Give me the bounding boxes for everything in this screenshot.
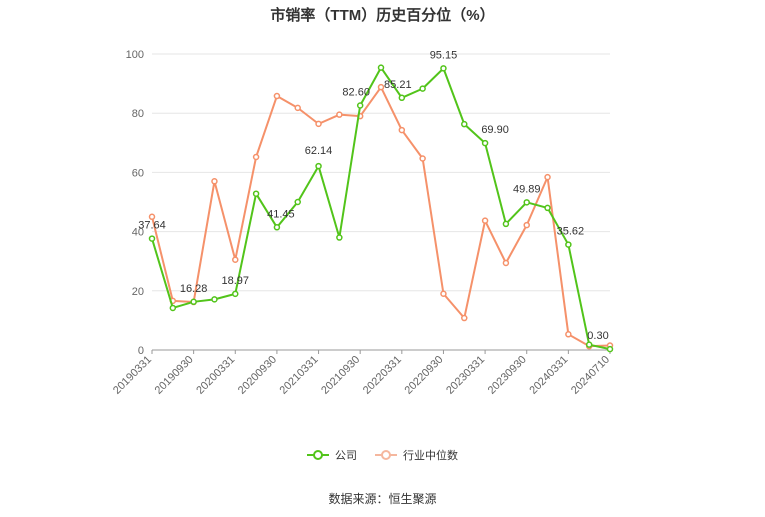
data-label: 49.89: [513, 183, 541, 195]
data-point-0-15[interactable]: [461, 120, 468, 128]
data-point-0-1[interactable]: [169, 304, 177, 312]
data-point-0-6[interactable]: [273, 224, 281, 231]
x-tick-label: 20200930: [236, 354, 279, 397]
x-tick-label: 20240710: [569, 354, 612, 397]
data-point-1-15[interactable]: [461, 314, 468, 322]
data-label: 0.30: [587, 330, 608, 342]
x-tick-label: 20220331: [361, 354, 404, 397]
y-tick-label: 80: [132, 108, 144, 120]
data-label: 85.21: [384, 79, 412, 91]
data-point-1-16[interactable]: [481, 217, 489, 224]
data-point-1-20[interactable]: [565, 331, 572, 338]
data-point-0-10[interactable]: [356, 102, 364, 109]
x-tick-label: 20230930: [486, 354, 529, 397]
legend-item-company[interactable]: 公司: [307, 447, 357, 463]
data-label: 18.97: [222, 275, 250, 287]
data-point-0-2[interactable]: [190, 298, 197, 306]
y-tick-label: 60: [132, 167, 144, 179]
data-label: 69.90: [481, 124, 509, 136]
series-layer: [148, 64, 614, 353]
data-point-1-11[interactable]: [377, 83, 385, 91]
y-tick-label: 0: [138, 345, 144, 357]
x-tick-label: 20220930: [402, 354, 445, 397]
data-label: 82.60: [342, 87, 370, 99]
data-point-0-3[interactable]: [211, 296, 218, 303]
data-point-0-19[interactable]: [544, 204, 551, 212]
grid-layer: [152, 53, 610, 292]
data-label: 62.14: [305, 145, 333, 157]
data-point-0-13[interactable]: [419, 85, 426, 92]
label-layer: 37.64 16.28 18.97 41.45 62.14 82.60 85.21 95.15…: [138, 49, 608, 342]
data-point-1-4[interactable]: [232, 256, 239, 263]
data-point-1-9[interactable]: [336, 111, 343, 118]
data-point-0-17[interactable]: [502, 220, 510, 228]
data-label: 95.15: [430, 49, 458, 61]
data-point-0-4[interactable]: [232, 290, 239, 298]
data-point-0-8[interactable]: [315, 162, 322, 170]
data-point-0-21[interactable]: [585, 341, 593, 348]
series-line-1: [151, 86, 611, 348]
x-tick-label: 20210331: [278, 354, 321, 397]
data-point-0-5[interactable]: [252, 190, 260, 197]
data-point-0-20[interactable]: [565, 241, 572, 248]
legend-swatch-industry: [375, 449, 397, 461]
chart-source: 数据来源：恒生聚源: [328, 492, 437, 506]
data-point-0-0[interactable]: [148, 235, 156, 242]
data-point-1-12[interactable]: [398, 126, 406, 134]
legend-label-industry: 行业中位数: [403, 450, 458, 462]
data-point-1-17[interactable]: [502, 259, 510, 267]
data-point-0-18[interactable]: [523, 199, 530, 206]
data-point-0-7[interactable]: [294, 198, 301, 206]
x-tick-label: 20190331: [111, 354, 154, 397]
data-point-1-6[interactable]: [273, 92, 281, 100]
y-tick-label: 100: [126, 49, 144, 61]
data-point-1-3[interactable]: [211, 178, 218, 185]
x-tick-label: 20200331: [194, 354, 237, 397]
x-tick-label: 20190930: [153, 354, 196, 397]
chart-legend: 公司 行业中位数: [0, 447, 765, 463]
data-label: 16.28: [180, 283, 208, 295]
data-point-1-0[interactable]: [148, 213, 156, 221]
data-point-0-16[interactable]: [481, 139, 489, 147]
data-point-0-14[interactable]: [440, 65, 447, 72]
y-tick-label: 20: [132, 286, 144, 298]
data-label: 37.64: [138, 220, 166, 232]
data-label: 41.45: [267, 208, 295, 220]
chart-title: 市销率（TTM）历史百分位（%）: [270, 7, 495, 24]
legend-label-company: 公司: [335, 450, 357, 462]
data-point-1-5[interactable]: [252, 153, 260, 161]
y-tick-label: 40: [132, 227, 144, 239]
x-tick-label: 20230331: [444, 354, 487, 397]
x-tick-label: 20210930: [319, 354, 362, 397]
data-point-0-22[interactable]: [606, 345, 614, 353]
data-point-0-11[interactable]: [377, 64, 385, 71]
data-point-1-14[interactable]: [440, 290, 447, 298]
data-label: 35.62: [557, 226, 585, 238]
data-point-1-8[interactable]: [315, 120, 322, 128]
data-point-0-12[interactable]: [398, 94, 406, 102]
data-point-1-18[interactable]: [523, 221, 530, 229]
legend-swatch-company: [307, 449, 329, 461]
x-tick-label: 20240331: [527, 354, 570, 397]
data-point-1-7[interactable]: [294, 104, 301, 112]
legend-item-industry[interactable]: 行业中位数: [375, 447, 458, 463]
data-point-1-19[interactable]: [544, 173, 551, 181]
data-point-1-13[interactable]: [419, 155, 426, 162]
data-point-0-9[interactable]: [336, 234, 343, 241]
